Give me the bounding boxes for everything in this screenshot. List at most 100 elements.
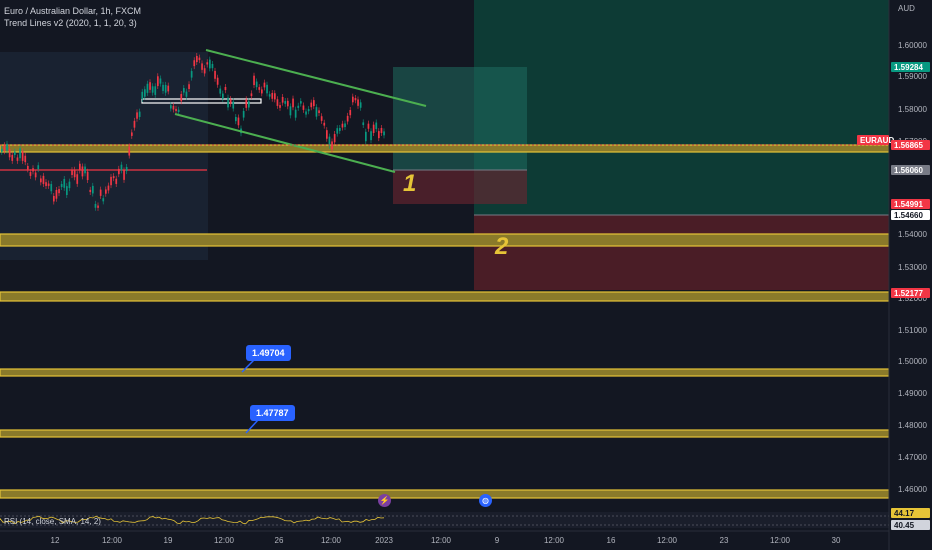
economic-event-icon[interactable]: ◍ [479,494,492,507]
candle-body [50,184,53,192]
candle-body [365,131,367,142]
candle-body [378,131,380,139]
price-tick: 1.54000 [898,230,927,239]
time-axis-ticks[interactable]: 12 12:00 19 12:00 26 12:00 2023 12:00 9 12:00 16 12… [51,536,841,545]
price-tick: 1.48000 [898,421,927,430]
rsi-line [0,515,385,525]
historical-range-box [0,52,208,260]
candle-body [146,83,149,93]
price-tick: 1.58000 [898,105,927,114]
price-label: 1.56060 [894,166,923,175]
candle-body [307,109,310,112]
candle-body [175,108,177,112]
candle-body [383,131,385,136]
candle-body [198,57,201,61]
candle-body [232,101,235,109]
time-tick: 30 [832,536,841,545]
candle-body [138,111,141,117]
candle-body [154,86,157,95]
candle-body [310,102,313,108]
rsi-pane-bg [0,512,889,528]
price-tick: 1.52000 [898,294,927,303]
time-tick: 12:00 [214,536,235,545]
candle-body [263,82,266,88]
candle-body [372,124,375,133]
candle-body [341,123,344,128]
candle-body [105,189,107,194]
price-label-bg [857,135,889,145]
price-label: EURAUD [860,136,894,145]
candle-body [40,178,42,183]
position-1-profit-zone [393,67,527,170]
candle-body [375,122,378,130]
price-label: 1.52177 [894,289,923,298]
candle-body [227,97,229,108]
candle-body [29,172,32,176]
support-band-1[interactable] [0,144,890,153]
candle-body [89,189,92,193]
price-tip-1[interactable]: 1.49704 [246,345,291,361]
candle-body [164,84,167,93]
dividend-event-icon[interactable]: ⚡ [378,494,391,507]
time-tick: 19 [164,536,173,545]
indicator-title[interactable]: Trend Lines v2 (2020, 1, 1, 20, 3) [4,18,137,28]
candle-body [318,110,320,114]
channel-upper-line[interactable] [205,49,427,107]
support-band-6[interactable] [0,489,890,499]
candle-body [76,174,79,184]
rsi-label[interactable]: RSI (14, close, SMA, 14, 2) [4,517,101,526]
candle-body [47,183,50,186]
currency-label: AUD [898,4,915,13]
candle-body [235,116,237,122]
candle-body [107,185,110,191]
candle-body [123,170,125,180]
candle-body [24,155,27,163]
candle-body [354,98,357,101]
time-tick: 26 [275,536,284,545]
symbol-title[interactable]: Euro / Australian Dollar, 1h, FXCM [4,6,142,16]
candle-body [172,105,175,110]
candle-body [250,93,253,97]
candle-body [86,171,89,181]
candle-body [118,168,120,175]
candle-body [66,186,68,195]
candle-body [112,176,115,179]
time-tick: 12:00 [321,536,342,545]
candle-body [333,134,336,143]
candle-body [157,76,159,87]
candle-body [92,185,94,194]
support-band-3[interactable] [0,291,890,302]
candle-body [253,75,255,86]
candle-body [8,149,11,158]
time-tick: 12:00 [770,536,791,545]
support-band-2[interactable] [0,233,890,247]
price-tick: 1.47000 [898,453,927,462]
candle-body [294,109,297,118]
price-label: 1.54991 [894,200,923,209]
candle-body [183,88,185,93]
price-tip-2[interactable]: 1.47787 [250,405,295,421]
time-tick: 12:00 [657,536,678,545]
candle-body [3,145,6,152]
candle-body [27,165,29,170]
candle-body [133,120,136,128]
time-tick: 2023 [375,536,393,545]
candle-body [32,168,34,172]
candle-body [287,100,289,107]
candle-body [180,94,183,102]
candle-body [58,189,60,194]
candle-body [14,151,16,155]
candle-body [151,86,154,93]
price-label-bg [891,62,930,72]
candle-body [313,100,315,107]
candle-body [45,182,47,186]
support-band-5[interactable] [0,429,890,438]
support-band-4[interactable] [0,368,890,377]
channel-lower-line[interactable] [174,113,396,173]
tip2-pointer [245,419,259,434]
price-tick: 1.46000 [898,485,927,494]
candle-body [224,87,227,91]
candle-body [19,148,21,159]
price-label-bg [891,165,930,175]
